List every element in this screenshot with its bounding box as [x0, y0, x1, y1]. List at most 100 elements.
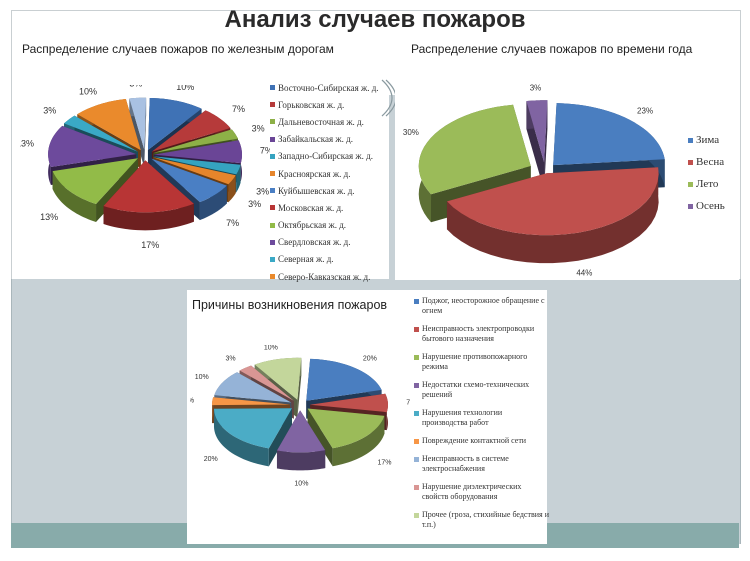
legend-item: Красноярская ж. д.: [270, 165, 379, 182]
legend-label: Западно-Сибирская ж. д.: [278, 151, 373, 162]
slice-label: 3%: [190, 397, 194, 404]
seasons-pie-chart: 23% 44% 30% 3%: [403, 84, 665, 277]
legend-swatch: [270, 153, 275, 159]
legend-swatch: [270, 102, 275, 108]
pie-slice: [213, 408, 292, 467]
slice-label: 7%: [406, 400, 410, 407]
pie-slice: [526, 100, 548, 191]
legend-item: Лето: [688, 173, 725, 195]
pie-slice: [103, 160, 194, 231]
legend-swatch: [270, 85, 275, 91]
legend-swatch: [414, 411, 419, 416]
legend-item: Неисправность в системе электроснабжения: [414, 454, 549, 474]
slice-label: 7%: [232, 104, 245, 114]
pie-slice: [446, 167, 659, 264]
legend-swatch: [688, 203, 693, 209]
pie-slice: [307, 408, 385, 467]
legend-label: Горьковская ж. д.: [278, 99, 345, 110]
legend-item: Нарушение противопожарного режима: [414, 352, 549, 372]
legend-item: Повреждение контактной сети: [414, 436, 549, 446]
legend-label: Неисправность в системе электроснабжения: [422, 454, 509, 473]
slice-label: 3%: [252, 124, 265, 134]
legend-swatch: [688, 181, 693, 187]
slice-label: 20%: [363, 356, 377, 363]
legend-swatch: [270, 205, 275, 211]
legend-item: Забайкальская ж. д.: [270, 131, 379, 148]
legend-swatch: [270, 256, 275, 262]
legend-item: Неисправность электропроводки бытового н…: [414, 324, 549, 344]
legend-item: Восточно-Сибирская ж. д.: [270, 79, 379, 96]
railways-legend: Восточно-Сибирская ж. д. Горьковская ж. д…: [270, 79, 379, 285]
slice-label: 3%: [256, 186, 269, 196]
legend-item: Весна: [688, 151, 725, 173]
legend-swatch: [414, 299, 419, 304]
legend-item: Дальневосточная ж. д.: [270, 113, 379, 130]
railways-pie-chart: 10% 7% 3% 7% 3% 3% 7% 17% 13% 13% 3% 10% 3%: [20, 85, 270, 250]
slice-label: 3%: [248, 199, 261, 209]
legend-label: Нарушение диэлектрических свойств оборуд…: [422, 482, 522, 501]
legend-item: Нарушение диэлектрических свойств оборуд…: [414, 482, 549, 502]
slice-label: 3%: [43, 105, 56, 115]
legend-item: Нарушения технологии производства работ: [414, 408, 549, 428]
legend-label: Лето: [696, 178, 719, 190]
legend-swatch: [688, 137, 693, 143]
causes-chart-title: Причины возникновения пожаров: [192, 298, 388, 312]
slice-label: 10%: [264, 345, 278, 351]
legend-label: Северо-Кавказская ж. д.: [278, 271, 371, 282]
slice-label: 30%: [403, 128, 419, 137]
legend-swatch: [270, 188, 275, 194]
legend-swatch: [270, 171, 275, 177]
legend-swatch: [414, 485, 419, 490]
slice-label: 17%: [377, 459, 391, 466]
slice-label: 3%: [226, 355, 236, 362]
legend-item: Зима: [688, 129, 725, 151]
legend-item: Куйбышевская ж. д.: [270, 182, 379, 199]
legend-swatch: [414, 383, 419, 388]
slice-label: 13%: [40, 212, 58, 222]
legend-swatch: [270, 274, 275, 280]
legend-label: Свердловская ж. д.: [278, 237, 351, 248]
legend-swatch: [414, 457, 419, 462]
legend-label: Поджог, неосторожное обращение с огнем: [422, 296, 545, 315]
slice-label: 20%: [204, 456, 218, 463]
slide-title: Анализ случаев пожаров: [224, 6, 526, 33]
slice-label: 7%: [260, 146, 270, 156]
legend-label: Куйбышевская ж. д.: [278, 185, 355, 196]
legend-label: Северная ж. д.: [278, 254, 334, 265]
railways-chart-title: Распределение случаев пожаров по железны…: [22, 42, 334, 56]
legend-label: Осень: [696, 200, 725, 212]
seasons-legend: Зима Весна Лето Осень: [688, 129, 725, 217]
legend-swatch: [688, 159, 693, 165]
slice-label: 10%: [79, 87, 97, 97]
legend-item: Осень: [688, 195, 725, 217]
seasons-chart-title: Распределение случаев пожаров по времени…: [411, 42, 693, 56]
legend-label: Зима: [696, 134, 720, 146]
legend-label: Неисправность электропроводки бытового н…: [422, 324, 535, 343]
legend-item: Московская ж. д.: [270, 199, 379, 216]
legend-label: Весна: [696, 156, 725, 168]
legend-label: Повреждение контактной сети: [422, 436, 527, 445]
legend-label: Забайкальская ж. д.: [278, 134, 353, 145]
legend-swatch: [270, 119, 275, 125]
slice-label: 44%: [576, 268, 592, 277]
slice-label: 13%: [20, 138, 34, 148]
legend-label: Недостатки схемо-технических решений: [422, 380, 530, 399]
legend-swatch: [414, 327, 419, 332]
slice-label: 3%: [530, 84, 542, 93]
legend-label: Октябрьская ж. д.: [278, 220, 347, 231]
slice-label: 10%: [195, 374, 209, 381]
pie-slice: [276, 410, 326, 471]
causes-pie-chart: 20% 7% 17% 10% 20% 3% 10% 3% 10%: [190, 345, 410, 487]
divider-strip: [389, 95, 395, 280]
legend-swatch: [270, 239, 275, 245]
legend-item: Недостатки схемо-технических решений: [414, 380, 549, 400]
slice-label: 17%: [141, 240, 159, 250]
legend-label: Восточно-Сибирская ж. д.: [278, 82, 379, 93]
legend-swatch: [414, 355, 419, 360]
legend-item: Поджог, неосторожное обращение с огнем: [414, 296, 549, 316]
slice-label: 23%: [637, 107, 653, 116]
legend-item: Северо-Кавказская ж. д.: [270, 268, 379, 285]
legend-swatch: [270, 136, 275, 142]
legend-label: Дальневосточная ж. д.: [278, 116, 364, 127]
slice-label: 10%: [176, 85, 194, 92]
